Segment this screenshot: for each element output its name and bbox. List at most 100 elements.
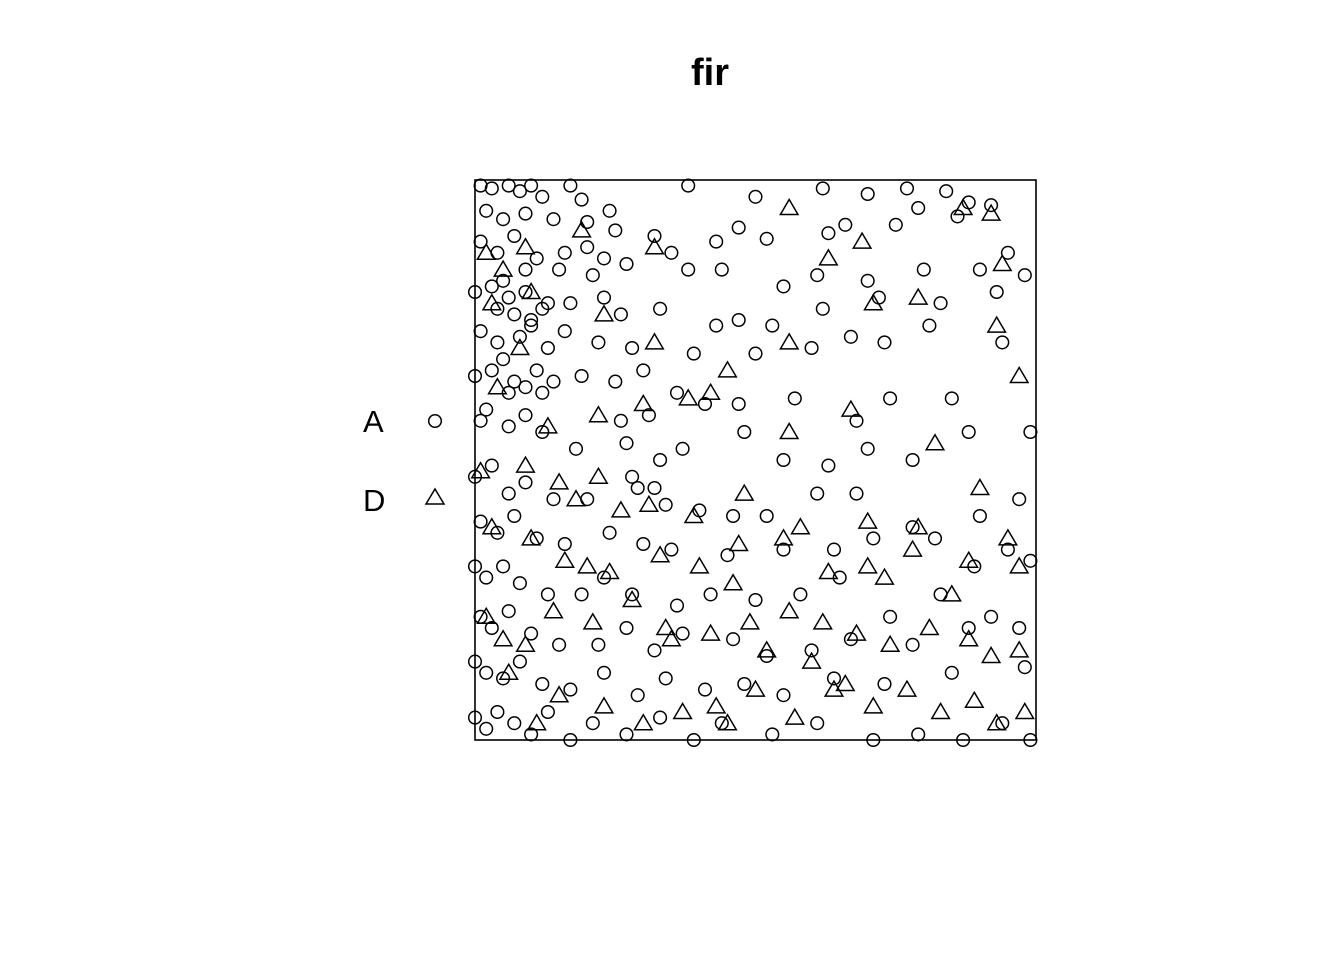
point-d — [919, 618, 940, 636]
point-a — [720, 548, 735, 563]
point-d — [818, 248, 839, 266]
point-a — [709, 234, 724, 249]
point-a — [467, 654, 483, 669]
point-a — [984, 609, 999, 624]
point-a — [726, 632, 741, 647]
point-d — [672, 702, 693, 720]
point-a — [669, 598, 685, 613]
point-a — [776, 688, 791, 703]
point-a — [496, 559, 511, 574]
point-a — [496, 671, 511, 686]
point-a — [759, 231, 774, 246]
point-d — [481, 517, 502, 535]
point-d — [980, 646, 1002, 664]
point-a — [630, 688, 645, 703]
point-a — [490, 704, 505, 720]
point-a — [664, 245, 679, 260]
point-d — [874, 567, 895, 585]
point-a — [1023, 424, 1038, 440]
point-a — [961, 620, 976, 636]
point-a — [524, 727, 539, 742]
point-d — [896, 679, 918, 697]
point-a — [535, 385, 550, 400]
point-d — [588, 466, 609, 485]
point-d — [779, 422, 800, 440]
point-a — [1012, 492, 1027, 507]
point-a — [815, 181, 830, 196]
point-d — [986, 315, 1007, 333]
point-a — [1017, 268, 1032, 283]
point-d — [846, 623, 867, 641]
point-a — [984, 198, 999, 213]
point-a — [507, 508, 522, 524]
point-a — [647, 480, 662, 496]
point-a — [821, 458, 836, 473]
point-d — [633, 713, 654, 731]
legend-label-d: D — [363, 483, 386, 518]
point-a — [731, 396, 746, 412]
point-a — [866, 531, 881, 546]
point-d — [992, 254, 1013, 272]
point-a — [540, 296, 555, 311]
point-a — [518, 206, 533, 221]
point-d — [470, 461, 491, 479]
point-a — [669, 385, 685, 400]
point-a — [546, 374, 561, 389]
point-a — [484, 363, 499, 378]
point-d — [621, 590, 643, 608]
point-a — [765, 318, 780, 333]
point-a — [989, 284, 1004, 300]
point-d — [509, 338, 531, 356]
point-d — [739, 612, 761, 630]
point-a — [563, 732, 578, 748]
point-a — [793, 587, 808, 602]
point-a — [596, 290, 612, 305]
point-a — [776, 279, 791, 294]
point-a — [826, 542, 842, 557]
point-d — [610, 500, 632, 518]
point-a — [658, 671, 673, 686]
point-a — [507, 716, 522, 731]
point-a — [524, 312, 539, 328]
point-a — [625, 469, 640, 484]
point-a — [585, 716, 600, 731]
point-a — [496, 273, 511, 288]
point-d — [655, 618, 676, 636]
point-a — [484, 279, 499, 294]
point-a — [608, 223, 623, 238]
point-d — [941, 584, 962, 602]
point-d — [851, 231, 873, 249]
point-a — [518, 408, 533, 423]
point-a — [911, 200, 926, 216]
point-a — [810, 268, 825, 283]
point-a — [860, 441, 875, 456]
point-d — [476, 606, 497, 625]
point-d — [863, 293, 884, 311]
point-d — [481, 293, 502, 311]
point-a — [866, 732, 881, 748]
point-d — [924, 433, 946, 451]
point-a — [636, 536, 651, 552]
point-d — [593, 304, 615, 322]
point-a — [883, 391, 898, 406]
point-d — [835, 674, 856, 692]
point-d — [549, 685, 570, 703]
point-a — [524, 626, 539, 641]
point-a — [883, 609, 898, 624]
point-d — [644, 237, 665, 255]
point-a — [804, 340, 819, 356]
point-a — [518, 475, 533, 490]
point-a — [658, 497, 673, 512]
point-d — [1009, 366, 1030, 384]
point-a — [726, 508, 741, 524]
point-a — [512, 329, 527, 344]
point-d — [571, 220, 592, 238]
point-d — [689, 556, 710, 574]
point-a — [574, 192, 589, 207]
point-a — [849, 413, 864, 428]
point-d — [678, 388, 699, 406]
point-a — [619, 256, 634, 272]
point-d — [498, 662, 519, 681]
point-a — [512, 184, 527, 199]
point-a — [524, 178, 539, 193]
